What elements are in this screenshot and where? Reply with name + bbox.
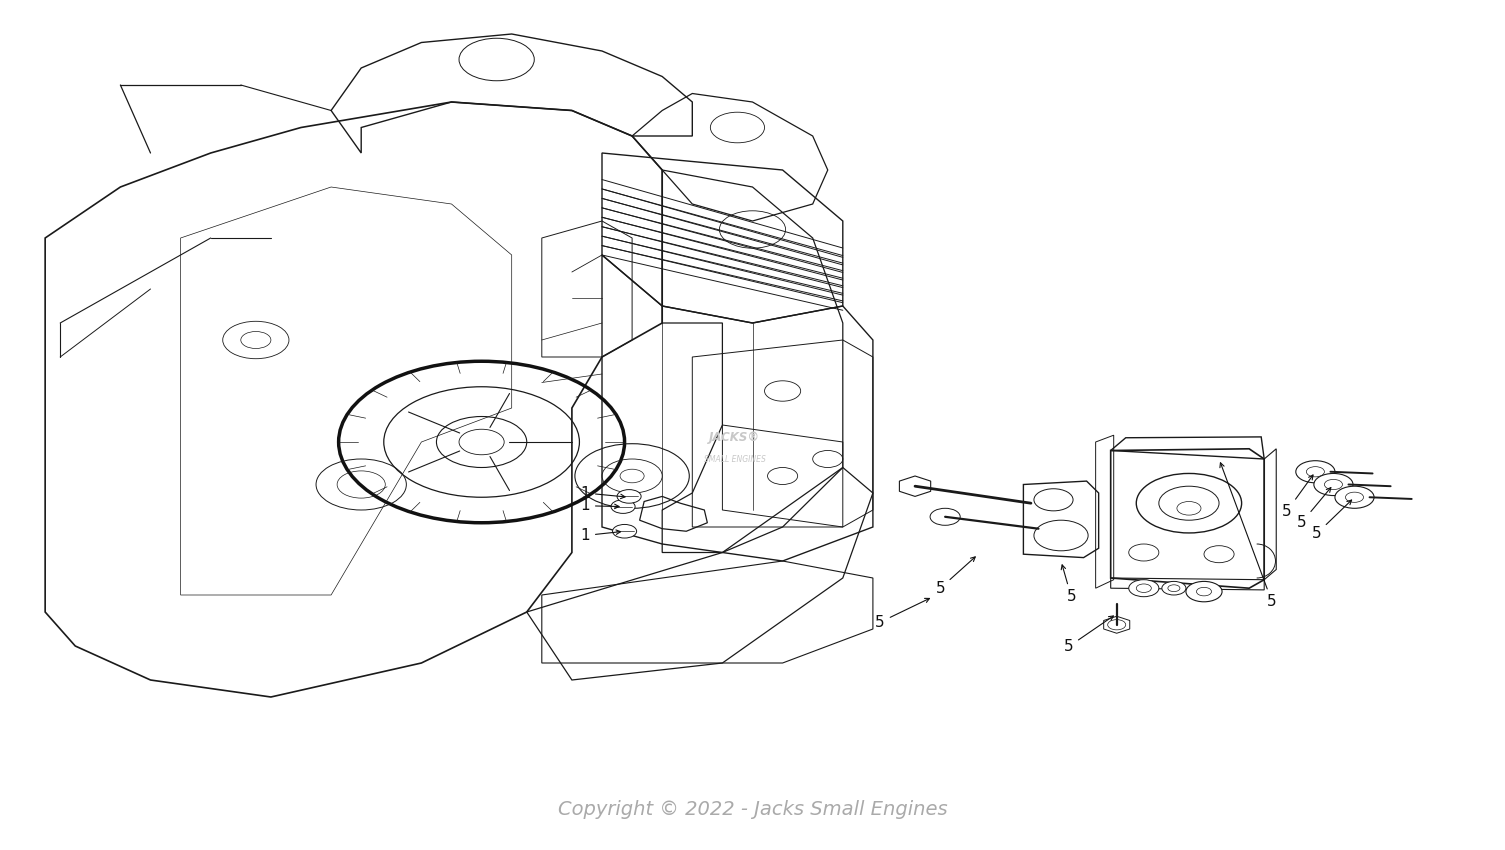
Circle shape: [617, 490, 641, 503]
Circle shape: [1162, 581, 1186, 595]
Circle shape: [1296, 461, 1335, 483]
Text: 5: 5: [1061, 565, 1076, 604]
Circle shape: [1335, 486, 1374, 508]
Circle shape: [1314, 473, 1353, 496]
Text: 1: 1: [581, 528, 620, 543]
Circle shape: [1129, 580, 1159, 597]
Text: SMALL ENGINES: SMALL ENGINES: [703, 455, 766, 463]
Text: 5: 5: [1312, 500, 1351, 541]
Polygon shape: [1103, 616, 1130, 633]
Text: JACKS®: JACKS®: [709, 431, 760, 445]
Circle shape: [611, 500, 635, 513]
Text: 1: 1: [581, 485, 625, 501]
Text: 5: 5: [1282, 475, 1312, 519]
Circle shape: [930, 508, 960, 525]
Text: Copyright © 2022 - Jacks Small Engines: Copyright © 2022 - Jacks Small Engines: [558, 800, 947, 819]
Text: 5: 5: [936, 557, 975, 596]
Text: 1: 1: [581, 498, 619, 513]
Polygon shape: [900, 476, 930, 496]
Text: 5: 5: [1221, 462, 1276, 609]
Text: 5: 5: [876, 598, 930, 630]
Text: 5: 5: [1064, 616, 1114, 654]
Circle shape: [613, 524, 637, 538]
Text: 5: 5: [1297, 488, 1330, 530]
Circle shape: [1186, 581, 1222, 602]
